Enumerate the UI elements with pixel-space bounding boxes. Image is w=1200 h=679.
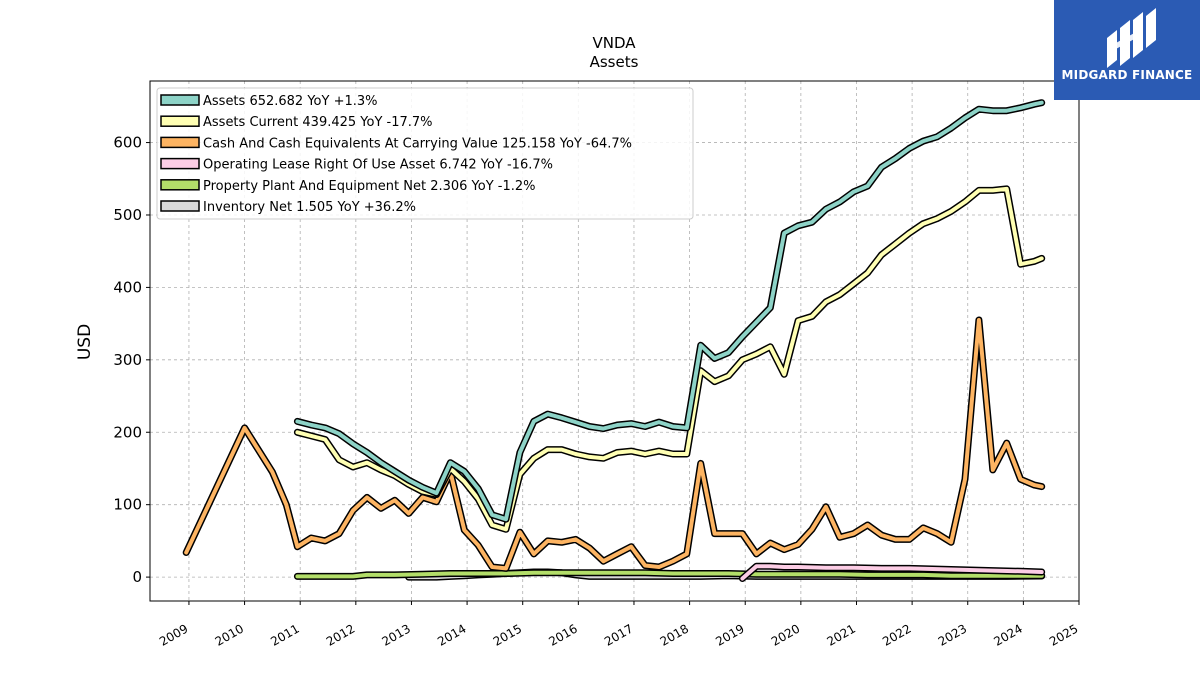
- y-tick-label: 200: [113, 423, 142, 441]
- x-tick-label: 2019: [713, 621, 746, 648]
- x-tick-label: 2015: [491, 621, 524, 648]
- legend-label: Property Plant And Equipment Net 2.306 Y…: [203, 179, 536, 194]
- series-assets: [293, 99, 1046, 523]
- y-tick-label: 0: [132, 568, 142, 586]
- x-tick-label: 2012: [324, 621, 357, 648]
- x-tick-label: 2024: [991, 621, 1024, 648]
- legend-swatch: [160, 115, 200, 127]
- legend-label: Inventory Net 1.505 YoY +36.2%: [203, 200, 416, 215]
- y-tick-label: 300: [113, 351, 142, 369]
- series-layer: [182, 99, 1046, 582]
- series-line: [184, 318, 1044, 571]
- logo-mark-icon: [1107, 8, 1156, 68]
- series-line: [295, 570, 1044, 579]
- plot-frame: [149, 80, 1080, 602]
- logo-text: MIDGARD FINANCE: [1061, 68, 1193, 82]
- x-tick-label: 2009: [157, 621, 190, 648]
- legend-swatch: [160, 200, 200, 212]
- x-tick-label: 2022: [880, 621, 913, 648]
- series-operating-lease-right-of-use-asset: [738, 562, 1046, 582]
- x-tick-label: 2014: [435, 621, 468, 648]
- series-outline: [182, 316, 1046, 572]
- x-tick-label: 2018: [658, 621, 691, 648]
- legend-swatch: [160, 157, 200, 170]
- legend-box: [156, 87, 694, 220]
- x-tick-label: 2013: [380, 621, 413, 648]
- chart-title: VNDA: [592, 34, 636, 52]
- x-tick-label: 2023: [936, 621, 969, 648]
- chart-subtitle: Assets: [590, 53, 639, 71]
- series-line: [295, 100, 1044, 522]
- legend-label: Cash And Cash Equivalents At Carrying Va…: [203, 136, 632, 151]
- legend-label: Operating Lease Right Of Use Asset 6.742…: [203, 158, 553, 173]
- legend-label: Assets 652.682 YoY +1.3%: [203, 94, 378, 109]
- y-tick-label: 500: [113, 206, 142, 224]
- legend-swatch: [160, 94, 200, 106]
- x-tick-label: 2011: [268, 621, 301, 648]
- x-tick-label: 2010: [213, 621, 246, 648]
- series-line: [740, 564, 1044, 581]
- series-cash-and-cash-equivalents-at-carrying-value: [182, 316, 1046, 572]
- x-tick-label: 2020: [769, 621, 802, 648]
- midgard-finance-logo: MIDGARD FINANCE: [1054, 0, 1200, 100]
- legend-label: Assets Current 439.425 YoY -17.7%: [203, 115, 433, 130]
- legend-swatch: [160, 136, 200, 149]
- series-line: [295, 186, 1044, 532]
- series-property-plant-and-equipment-net: [293, 569, 1046, 580]
- y-tick-label: 600: [113, 134, 142, 152]
- legend-swatch: [160, 179, 200, 191]
- y-tick-label: 100: [113, 496, 142, 514]
- y-axis-label: USD: [75, 324, 95, 360]
- y-tick-label: 400: [113, 278, 142, 296]
- x-tick-label: 2025: [1047, 621, 1080, 648]
- x-tick-label: 2016: [546, 621, 579, 648]
- x-tick-label: 2021: [825, 621, 858, 648]
- series-assets-current: [293, 185, 1046, 533]
- x-tick-label: 2017: [602, 621, 635, 648]
- legend: Assets 652.682 YoY +1.3% Assets Current 4…: [156, 87, 694, 220]
